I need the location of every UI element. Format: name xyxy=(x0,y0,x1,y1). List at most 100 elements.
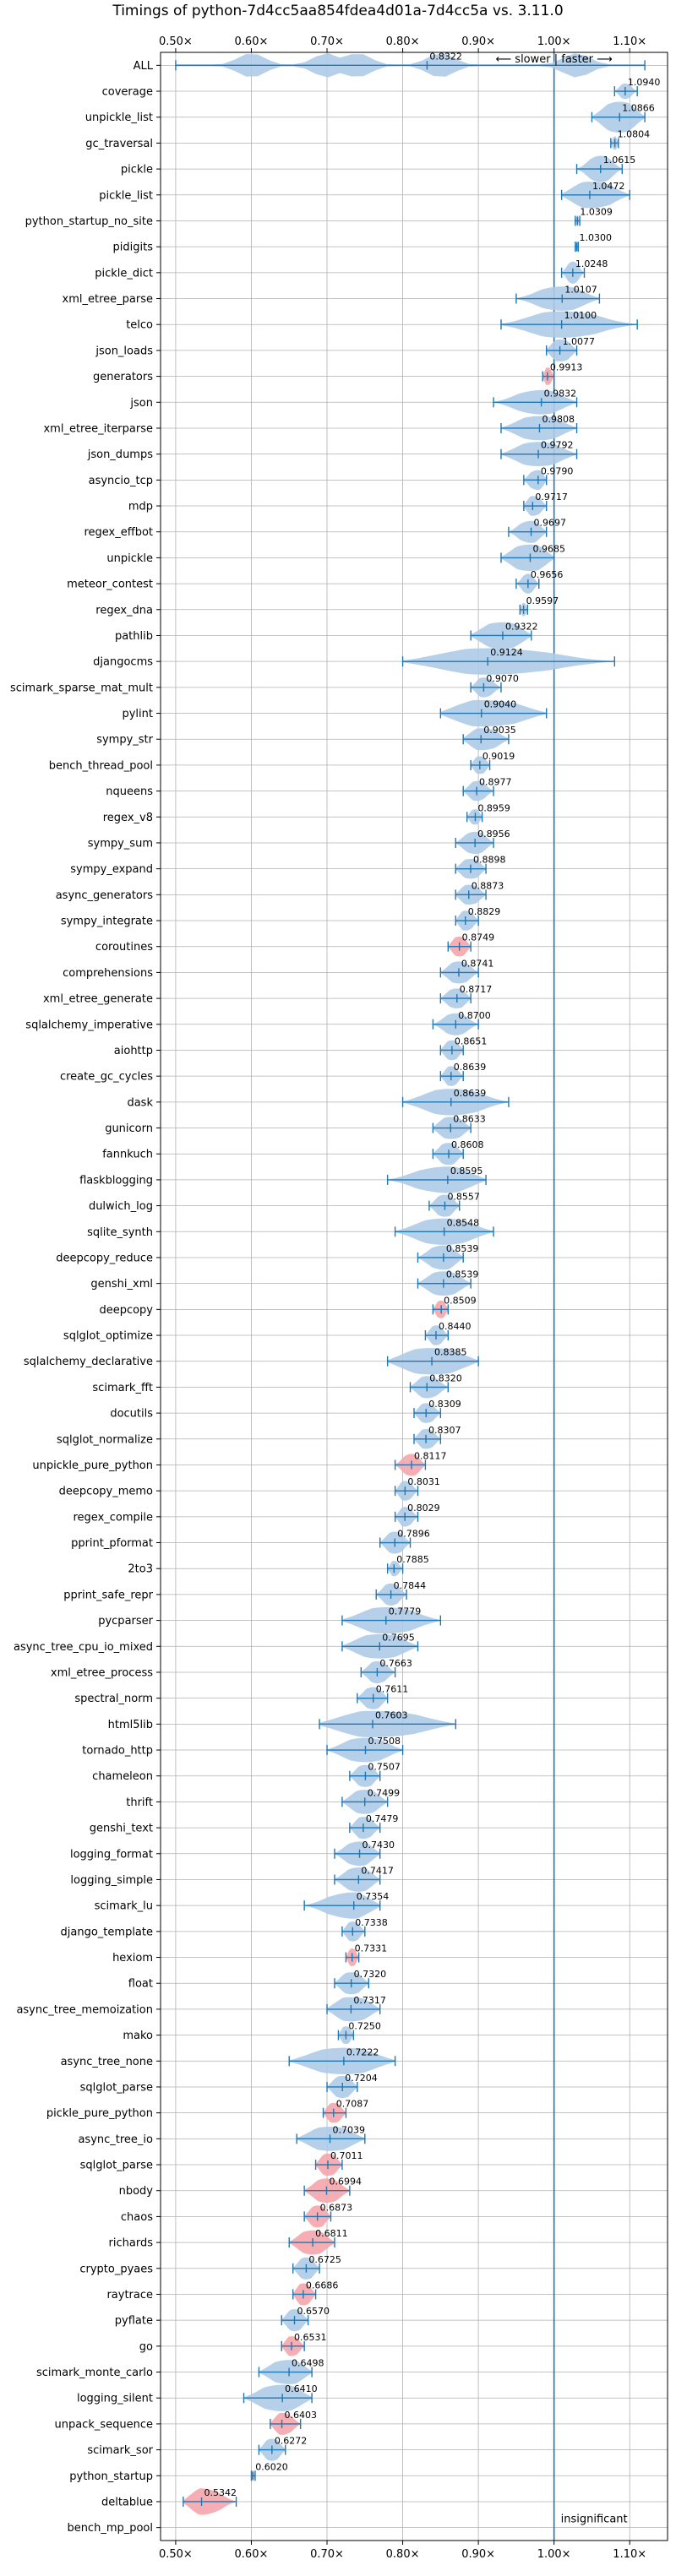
benchmark-label: aiohttp xyxy=(114,1045,153,1057)
benchmark-label: djangocms xyxy=(93,656,153,669)
benchmark-label: gunicorn xyxy=(105,1122,153,1135)
benchmark-label: ALL xyxy=(134,60,154,73)
median-value-label: 0.8539 xyxy=(446,1269,479,1280)
median-value-label: 0.7250 xyxy=(348,2021,381,2032)
median-value-label: 0.6531 xyxy=(294,2332,327,2343)
benchmark-label: nqueens xyxy=(106,785,153,798)
median-value-label: 0.8829 xyxy=(468,906,501,917)
median-value-label: 0.9685 xyxy=(532,543,565,554)
insignificant-annotation: insignificant xyxy=(561,2514,628,2526)
x-tick-label-bottom: 0.90× xyxy=(461,2548,495,2561)
median-value-label: 1.0100 xyxy=(564,310,597,321)
median-value-label: 0.7844 xyxy=(394,1580,427,1591)
benchmark-label: 2to3 xyxy=(128,1563,153,1576)
benchmark-label: mako xyxy=(123,2030,153,2042)
benchmark-label: regex_compile xyxy=(73,1511,153,1524)
benchmark-label: sqlglot_normalize xyxy=(57,1433,153,1446)
benchmark-label: html5lib xyxy=(108,1719,153,1731)
benchmark-label: spectral_norm xyxy=(74,1693,153,1705)
median-value-label: 0.9322 xyxy=(505,621,538,632)
benchmark-label: thrift xyxy=(126,1796,153,1809)
median-value-label: 0.7354 xyxy=(357,1891,390,1902)
median-value-label: 0.8322 xyxy=(429,51,461,62)
median-value-label: 0.8717 xyxy=(460,984,493,995)
benchmark-label: python_startup xyxy=(69,2470,153,2483)
median-value-label: 0.9792 xyxy=(541,440,574,451)
median-value-label: 0.9808 xyxy=(542,414,575,425)
benchmark-label: unpickle_list xyxy=(85,111,153,124)
benchmark-label: python_startup_no_site xyxy=(25,215,153,228)
benchmark-label: docutils xyxy=(110,1408,153,1421)
median-value-label: 0.6873 xyxy=(320,2202,353,2213)
benchmark-label: async_tree_io xyxy=(78,2133,153,2146)
benchmark-label: sqlglot_optimize xyxy=(63,1330,153,1343)
median-value-label: 0.6410 xyxy=(285,2383,318,2394)
median-value-label: 0.9913 xyxy=(550,362,583,373)
tick-layer: 0.50× 0.50× 0.60× 0.60× 0.70× 0.70× 0.80× 0.80×… xyxy=(10,35,646,2561)
median-value-label: 0.7331 xyxy=(355,1943,388,1954)
benchmark-label: pyflate xyxy=(115,2315,153,2328)
benchmark-label: comprehensions xyxy=(63,967,153,980)
median-value-label: 0.9019 xyxy=(482,751,515,762)
benchmark-label: float xyxy=(128,1978,153,1991)
benchmark-label: async_tree_memoization xyxy=(16,2003,153,2016)
benchmark-label: sympy_expand xyxy=(70,863,153,876)
median-value-label: 0.7663 xyxy=(379,1658,412,1669)
benchmark-label: hexiom xyxy=(112,1952,153,1965)
x-tick-label-top: 0.90× xyxy=(461,35,495,48)
median-value-label: 0.7603 xyxy=(375,1709,408,1720)
benchmark-label: logging_silent xyxy=(77,2393,153,2405)
median-value-label: 0.7222 xyxy=(346,2046,379,2057)
benchmark-label: unpickle xyxy=(106,552,153,565)
median-value-label: 0.7885 xyxy=(396,1554,429,1565)
median-value-label: 0.9070 xyxy=(486,673,519,684)
benchmark-label: raytrace xyxy=(106,2289,153,2302)
median-value-label: 0.8595 xyxy=(450,1166,483,1177)
benchmark-label: pickle_dict xyxy=(95,267,153,280)
benchmark-label: go xyxy=(139,2340,153,2353)
median-value-label: 0.8031 xyxy=(407,1476,439,1487)
median-value-label: 0.8117 xyxy=(414,1450,447,1461)
benchmark-label: bench_thread_pool xyxy=(49,759,153,772)
benchmark-label: sympy_integrate xyxy=(61,916,153,928)
median-value-label: 0.9656 xyxy=(531,569,564,580)
benchmark-label: gc_traversal xyxy=(85,138,153,150)
benchmark-label: pickle_list xyxy=(99,189,153,202)
median-value-label: 0.9035 xyxy=(483,725,516,736)
median-value-label: 0.8307 xyxy=(428,1425,461,1436)
benchmark-label: pickle xyxy=(121,164,153,177)
benchmark-label: async_tree_none xyxy=(61,2056,153,2068)
benchmark-label: regex_v8 xyxy=(103,812,153,824)
benchmark-label: sqlglot_parse xyxy=(80,2160,153,2172)
benchmark-label: fannkuch xyxy=(102,1149,153,1161)
benchmark-label: generators xyxy=(93,371,153,383)
benchmark-label: xml_etree_iterparse xyxy=(43,422,153,435)
benchmark-label: async_generators xyxy=(56,889,154,902)
median-value-label: 0.9832 xyxy=(544,388,577,399)
median-value-label: 0.7499 xyxy=(368,1787,401,1798)
median-value-label: 0.7479 xyxy=(366,1813,399,1824)
x-tick-label-top: 0.80× xyxy=(386,35,420,48)
benchmark-label: regex_dna xyxy=(95,604,153,617)
benchmark-label: genshi_text xyxy=(90,1823,153,1835)
median-value-label: 0.8749 xyxy=(462,932,495,943)
benchmark-label: deepcopy_reduce xyxy=(56,1252,153,1264)
benchmark-label: tornado_http xyxy=(82,1745,153,1758)
median-value-label: 0.8557 xyxy=(447,1192,480,1203)
x-tick-label-bottom: 1.00× xyxy=(537,2548,571,2561)
median-value-label: 0.7508 xyxy=(368,1736,401,1747)
median-value-label: 0.8539 xyxy=(446,1243,479,1254)
median-value-label: 0.9597 xyxy=(526,595,559,606)
benchmark-label: django_template xyxy=(61,1926,153,1938)
benchmark-label: coverage xyxy=(102,86,153,99)
median-value-label: 0.6686 xyxy=(306,2280,339,2291)
median-value-label: 0.6498 xyxy=(292,2358,324,2369)
median-value-label: 0.5342 xyxy=(204,2487,237,2498)
benchmark-label: scimark_lu xyxy=(95,1900,153,1913)
median-value-label: 1.0300 xyxy=(580,232,613,243)
benchmark-label: sqlite_synth xyxy=(87,1226,153,1239)
median-value-label: 0.8700 xyxy=(458,1010,491,1021)
x-tick-label-top: 1.00× xyxy=(537,35,571,48)
benchmark-label: json_dumps xyxy=(87,448,153,461)
